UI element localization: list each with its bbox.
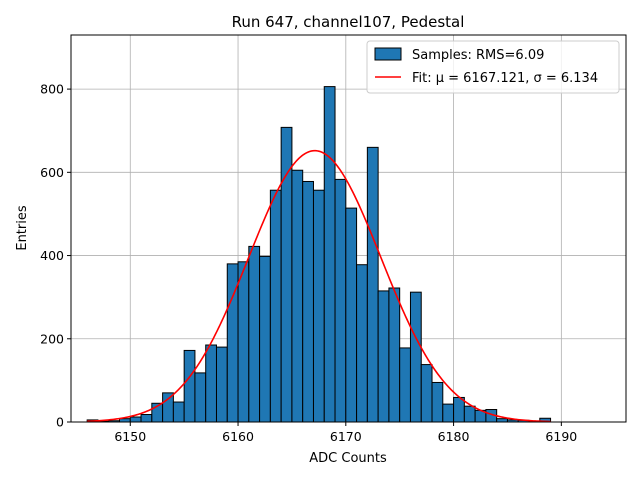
histogram-bar	[442, 403, 455, 423]
histogram-bar	[431, 381, 444, 423]
histogram-bar	[269, 189, 282, 423]
plot-frame	[70, 34, 627, 423]
gaussian-fit-line	[87, 149, 551, 423]
legend-histogram-swatch	[374, 47, 402, 61]
y-tick-label: 800	[40, 82, 64, 97]
y-tick-label: 600	[40, 165, 64, 180]
histogram-bar	[453, 396, 465, 423]
histogram-bar	[140, 414, 153, 423]
legend: Samples: RMS=6.09 Fit: μ = 6167.121, σ =…	[366, 40, 620, 94]
histogram-bar	[312, 189, 325, 423]
y-tick-label: 0	[56, 415, 64, 430]
histogram-bar	[248, 245, 261, 423]
histogram-bar	[302, 180, 314, 423]
histogram-bar	[409, 291, 422, 423]
x-tick-label: 6150	[114, 429, 146, 444]
y-tick-label: 200	[40, 331, 64, 346]
histogram-bar	[323, 86, 336, 423]
histogram-bar	[237, 261, 250, 423]
chart-title: Run 647, channel107, Pedestal	[232, 13, 465, 31]
histogram-bar	[194, 372, 207, 423]
legend-fit-label: Fit: μ = 6167.121, σ = 6.134	[412, 71, 598, 86]
histogram-bar	[129, 416, 142, 423]
histogram-bar	[345, 207, 358, 423]
histogram-bar	[366, 146, 379, 423]
histogram-bar	[205, 344, 217, 423]
x-axis-ticks: 6150 6160 6170 6180 6190	[114, 422, 577, 444]
histogram-bar	[356, 264, 368, 423]
legend-box	[366, 40, 620, 94]
histogram-bar	[291, 169, 304, 423]
legend-histogram-label: Samples: RMS=6.09	[412, 48, 544, 63]
histogram-bar	[463, 405, 476, 423]
x-tick-label: 6180	[438, 429, 470, 444]
y-axis-ticks: 0 200 400 600 800	[40, 82, 71, 430]
x-tick-label: 6160	[222, 429, 254, 444]
histogram-bar	[162, 392, 174, 423]
histogram-bar	[172, 401, 185, 423]
x-tick-label: 6190	[545, 429, 577, 444]
histogram-bar	[399, 347, 411, 423]
histogram-bar	[388, 287, 401, 423]
histogram-bar	[280, 126, 293, 423]
histogram-bar	[420, 364, 433, 423]
histogram-bar	[259, 255, 271, 423]
histogram-bar	[334, 178, 347, 423]
histogram-bar	[215, 346, 228, 423]
y-axis-label: Entries	[15, 205, 30, 251]
y-tick-label: 400	[40, 248, 64, 263]
histogram-bar	[183, 349, 196, 423]
x-tick-label: 6170	[330, 429, 362, 444]
histogram-bars	[86, 86, 552, 423]
x-axis-label: ADC Counts	[309, 451, 387, 466]
histogram-bar	[377, 290, 390, 423]
